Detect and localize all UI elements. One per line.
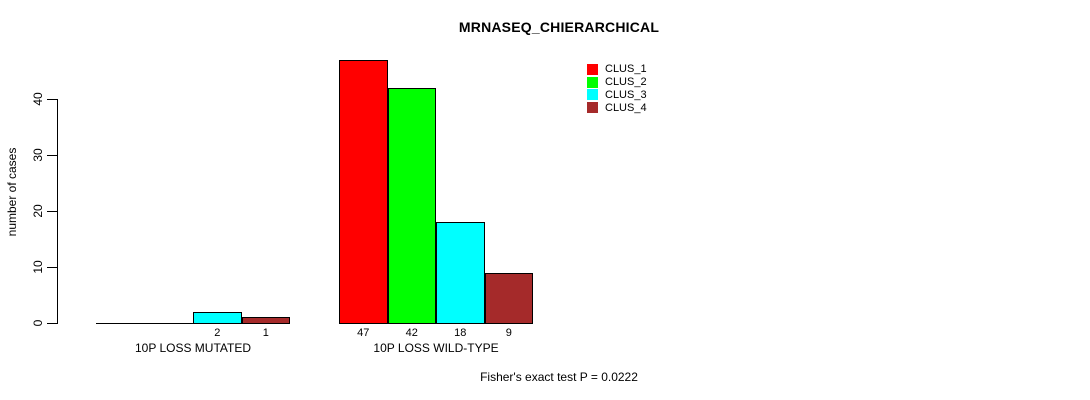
y-axis-tick [47, 155, 57, 156]
y-axis-tick [47, 323, 57, 324]
legend-label: CLUS_2 [605, 76, 647, 89]
y-axis-tick [47, 211, 57, 212]
y-axis-tick [47, 267, 57, 268]
y-axis-tick-label: 40 [31, 92, 45, 106]
legend: CLUS_1 CLUS_2 CLUS_3 CLUS_4 [587, 63, 647, 114]
legend-swatch-clus_4 [587, 102, 598, 114]
legend-item: CLUS_1 [587, 63, 647, 76]
x-category-label: 10P LOSS MUTATED [134, 341, 252, 355]
y-axis-tick-label: 20 [31, 204, 45, 218]
bar-clus_2 [387, 88, 436, 324]
legend-label: CLUS_1 [605, 63, 647, 76]
legend-swatch-clus_3 [587, 89, 598, 101]
bar-value-label: 1 [262, 327, 269, 339]
y-axis-tick [47, 99, 57, 100]
bar-value-label: 9 [505, 327, 512, 339]
y-axis-title: number of cases [5, 147, 19, 237]
bar-clus_1 [339, 60, 388, 324]
bar-clus_4 [241, 317, 290, 324]
y-axis-tick-label: 10 [31, 260, 45, 274]
y-axis-line [57, 99, 58, 324]
bar-clus_4 [484, 273, 533, 324]
bar-clus_3 [436, 222, 485, 324]
legend-label: CLUS_3 [605, 88, 647, 101]
chart-title: MRNASEQ_CHIERARCHICAL [458, 19, 660, 35]
legend-label: CLUS_4 [605, 101, 647, 114]
bar-value-label: 47 [357, 327, 370, 339]
legend-swatch-clus_2 [587, 76, 598, 88]
bar-clus_3 [193, 312, 242, 324]
legend-item: CLUS_3 [587, 89, 647, 102]
y-axis-tick-label: 30 [31, 148, 45, 162]
x-category-label: 10P LOSS WILD-TYPE [373, 341, 499, 355]
legend-item: CLUS_4 [587, 101, 647, 114]
statistical-test-note: Fisher's exact test P = 0.0222 [480, 370, 638, 384]
bar-value-label: 18 [454, 327, 467, 339]
y-axis-tick-label: 0 [31, 319, 45, 327]
bar-value-label: 42 [405, 327, 418, 339]
legend-item: CLUS_2 [587, 76, 647, 89]
legend-swatch-clus_1 [587, 63, 598, 75]
bar-value-label: 2 [214, 327, 221, 339]
